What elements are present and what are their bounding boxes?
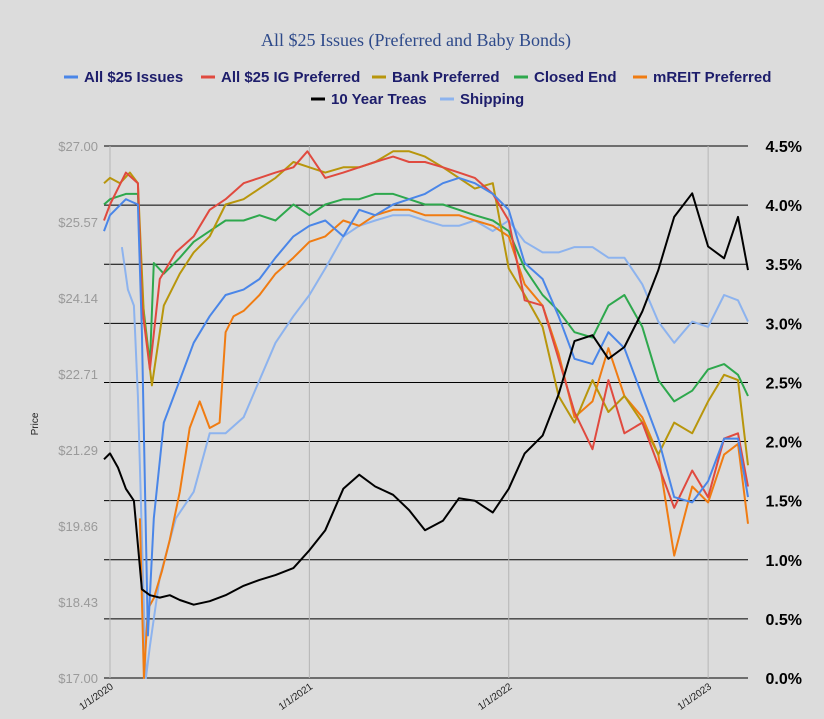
x-axis-tick-label: 1/1/2021 <box>277 681 316 713</box>
right-axis-tick-label: 4.5% <box>766 139 802 156</box>
series-line-10-year-treas <box>103 192 749 606</box>
legend-label: Shipping <box>460 91 524 108</box>
series-line-all-25-issues <box>103 176 749 637</box>
legend-label: 10 Year Treas <box>331 91 427 108</box>
legend-label: Closed End <box>534 69 617 86</box>
left-axis-tick-label: $24.14 <box>58 291 98 306</box>
right-axis: 4.5% 4.0% 3.5% 3.0% 2.5% 2.0% 1.5% 1.0% 0.5% 0.0% <box>766 139 802 688</box>
x-axis-tick-label: 1/1/2023 <box>676 681 715 713</box>
left-axis: $27.00 $25.57 $24.14 $22.71 $21.29 $19.86 $18.… <box>58 139 98 686</box>
left-axis-tick-label: $21.29 <box>58 443 98 458</box>
series-lines <box>103 150 749 679</box>
legend: All $25 Issues All $25 IG Preferred Bank P… <box>64 69 771 108</box>
chart-title: All $25 Issues (Preferred and Baby Bonds… <box>261 30 571 51</box>
left-axis-tick-label: $22.71 <box>58 367 98 382</box>
x-axis: 1/1/2020 1/1/2021 1/1/2022 1/1/2023 <box>77 681 714 713</box>
series-line-all-25-ig-preferred <box>103 150 749 509</box>
legend-label: mREIT Preferred <box>653 69 771 86</box>
right-axis-tick-label: 3.5% <box>766 257 802 274</box>
legend-label: All $25 IG Preferred <box>221 69 360 86</box>
y-axis-title: Price <box>30 412 41 435</box>
series-line-shipping <box>120 214 749 679</box>
legend-label: All $25 Issues <box>84 69 183 86</box>
right-axis-tick-label: 0.0% <box>766 671 802 688</box>
series-line-closed-end <box>103 192 749 403</box>
right-axis-tick-label: 2.5% <box>766 375 802 392</box>
right-axis-tick-label: 2.0% <box>766 435 802 452</box>
right-axis-tick-label: 3.0% <box>766 316 802 333</box>
right-axis-tick-label: 0.5% <box>766 612 802 629</box>
left-axis-tick-label: $17.00 <box>58 671 98 686</box>
x-axis-tick-label: 1/1/2022 <box>476 681 515 713</box>
series-line-mreit-preferred <box>138 208 749 679</box>
left-axis-tick-label: $27.00 <box>58 139 98 154</box>
right-axis-tick-label: 1.0% <box>766 553 802 570</box>
right-axis-tick-label: 4.0% <box>766 198 802 215</box>
right-axis-tick-label: 1.5% <box>766 494 802 511</box>
grid-lines <box>104 145 748 679</box>
legend-label: Bank Preferred <box>392 69 500 86</box>
series-line-bank-preferred <box>103 150 749 466</box>
left-axis-tick-label: $18.43 <box>58 595 98 610</box>
left-axis-tick-label: $25.57 <box>58 215 98 230</box>
left-axis-tick-label: $19.86 <box>58 519 98 534</box>
